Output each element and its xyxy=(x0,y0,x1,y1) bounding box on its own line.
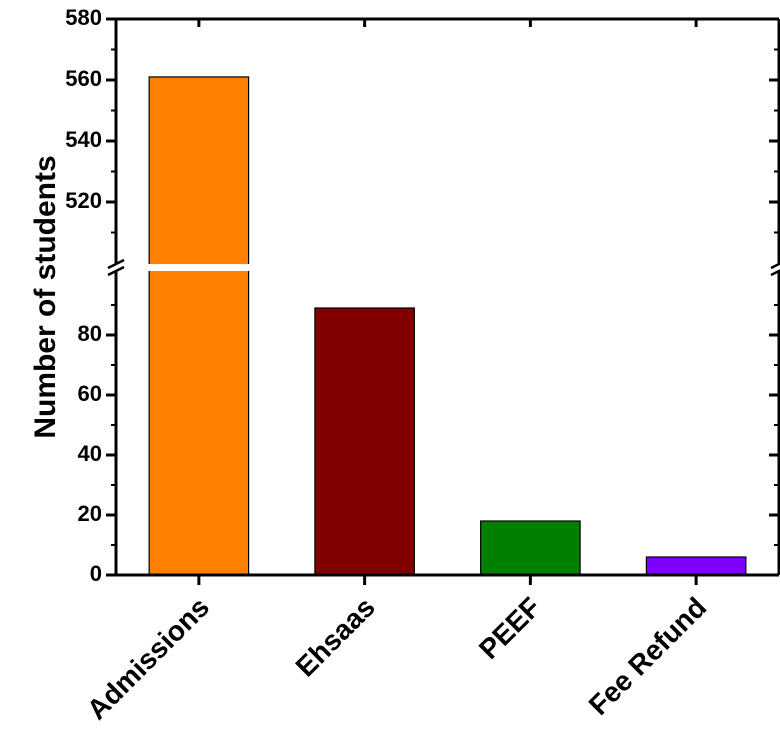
bar-fee-refund xyxy=(645,556,747,576)
y-tick-label: 520 xyxy=(65,188,102,213)
x-tick-label: Ehsaas xyxy=(290,591,381,682)
y-axis-label: Number of students xyxy=(29,155,62,438)
break-mark xyxy=(770,269,780,277)
y-tick-label: 20 xyxy=(78,501,102,526)
y-tick-label: 580 xyxy=(65,5,102,30)
bar-ehsaas xyxy=(314,307,415,576)
y-tick-label: 0 xyxy=(90,561,102,586)
y-tick-label: 540 xyxy=(65,127,102,152)
bar-admissions xyxy=(148,76,250,576)
axis-break-gap xyxy=(120,264,775,271)
break-mark xyxy=(107,258,125,270)
break-mark xyxy=(770,262,780,270)
y-tick-label: 40 xyxy=(78,441,102,466)
y-tick-label: 60 xyxy=(78,381,102,406)
x-tick-label: Fee Refund xyxy=(583,591,713,721)
bar-peef xyxy=(480,520,581,576)
y-tick-label: 80 xyxy=(78,321,102,346)
y-tick-label: 560 xyxy=(65,66,102,91)
x-tick-label: PEEF xyxy=(473,591,547,665)
x-tick-label: Admissions xyxy=(81,591,215,725)
break-mark xyxy=(107,265,125,277)
bars-group xyxy=(120,76,775,576)
